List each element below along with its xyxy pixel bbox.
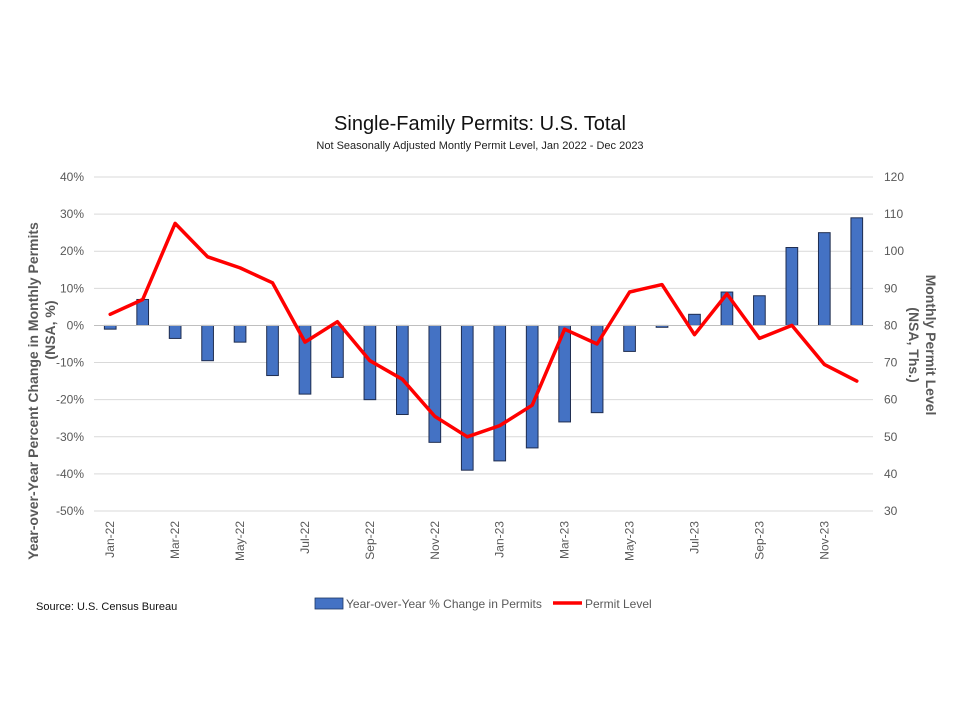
gridlines — [94, 176, 873, 512]
x-tick-label: May-23 — [623, 521, 637, 561]
bar-May-22 — [233, 324, 247, 343]
bar-Apr-22 — [201, 324, 214, 362]
right-tick-label: 110 — [884, 207, 903, 221]
bar-Jun-22 — [266, 324, 279, 377]
right-axis-title-line1: Monthly Permit Level — [923, 275, 939, 416]
left-tick-label: 20% — [60, 244, 84, 258]
left-axis-title-line1: Year-over-Year Percent Change in Monthly… — [25, 222, 41, 560]
left-tick-label: -50% — [56, 504, 84, 518]
right-tick-label: 120 — [884, 170, 904, 184]
x-axis-ticks: Jan-22 Mar-22 May-22 Jul-22 Sep-22 Nov-22 Jan-… — [103, 521, 831, 561]
bar-Mar-22 — [168, 324, 182, 339]
bar-Aug-22 — [331, 324, 344, 378]
right-tick-label: 80 — [884, 318, 898, 332]
chart-title: Single-Family Permits: U.S. Total — [334, 113, 626, 135]
right-tick-label: 30 — [884, 504, 898, 518]
left-tick-label: -30% — [56, 430, 84, 444]
bar-Oct-23 — [785, 247, 799, 326]
x-tick-label: May-22 — [233, 521, 247, 561]
left-tick-label: -40% — [56, 467, 84, 481]
bar-Jan-22 — [103, 324, 117, 330]
x-tick-label: Jul-22 — [298, 521, 312, 554]
bar-Jul-23 — [688, 313, 701, 326]
x-tick-label: Sep-22 — [363, 521, 377, 560]
left-tick-label: 0% — [67, 318, 85, 332]
x-tick-label: Jul-23 — [687, 521, 701, 554]
bar-May-23 — [623, 324, 636, 352]
x-tick-label: Mar-22 — [168, 521, 182, 559]
right-axis-ticks: 120 110 100 90 80 70 60 50 40 30 — [884, 170, 904, 518]
bar-Feb-23 — [525, 324, 539, 449]
source-note: Source: U.S. Census Bureau — [36, 601, 177, 613]
right-tick-label: 40 — [884, 467, 898, 481]
x-tick-label: Nov-22 — [428, 521, 442, 560]
right-tick-label: 70 — [884, 356, 898, 370]
right-tick-label: 100 — [884, 244, 904, 258]
left-axis-title-line2: (NSA, %) — [42, 300, 58, 359]
x-tick-label: Sep-23 — [752, 521, 766, 560]
left-tick-label: -10% — [56, 356, 84, 370]
bar-series — [103, 217, 864, 471]
bar-Sep-23 — [753, 295, 766, 326]
bar-Nov-22 — [428, 324, 442, 443]
left-axis-ticks: 40% 30% 20% 10% 0% -10% -20% -30% -40% -50% — [56, 170, 84, 518]
bar-Dec-22 — [460, 324, 474, 471]
x-tick-label: Nov-23 — [817, 521, 831, 560]
x-tick-label: Jan-23 — [493, 521, 507, 558]
legend-bar-label: Year-over-Year % Change in Permits — [346, 597, 542, 611]
line-series — [108, 221, 859, 439]
bar-Feb-22 — [136, 298, 150, 326]
permit-level-line — [108, 221, 859, 439]
bar-Jan-23 — [493, 324, 507, 462]
x-tick-label: Jan-22 — [103, 521, 117, 558]
bar-Nov-23 — [817, 232, 831, 326]
x-tick-label: Mar-23 — [558, 521, 572, 559]
right-tick-label: 50 — [884, 430, 898, 444]
bar-Oct-22 — [396, 324, 409, 416]
right-tick-label: 60 — [884, 393, 898, 407]
legend-line-label: Permit Level — [585, 597, 652, 611]
left-tick-label: 10% — [60, 281, 84, 295]
right-axis-title-line2: (NSA, Ths.) — [906, 307, 922, 382]
bar-Dec-23 — [850, 217, 864, 326]
legend: Year-over-Year % Change in Permits Permi… — [314, 597, 652, 611]
legend-bar-swatch — [314, 597, 344, 610]
chart-subtitle: Not Seasonally Adjusted Montly Permit Le… — [316, 140, 643, 152]
left-tick-label: 40% — [60, 170, 84, 184]
left-tick-label: -20% — [56, 393, 84, 407]
left-tick-label: 30% — [60, 207, 84, 221]
right-tick-label: 90 — [884, 281, 898, 295]
